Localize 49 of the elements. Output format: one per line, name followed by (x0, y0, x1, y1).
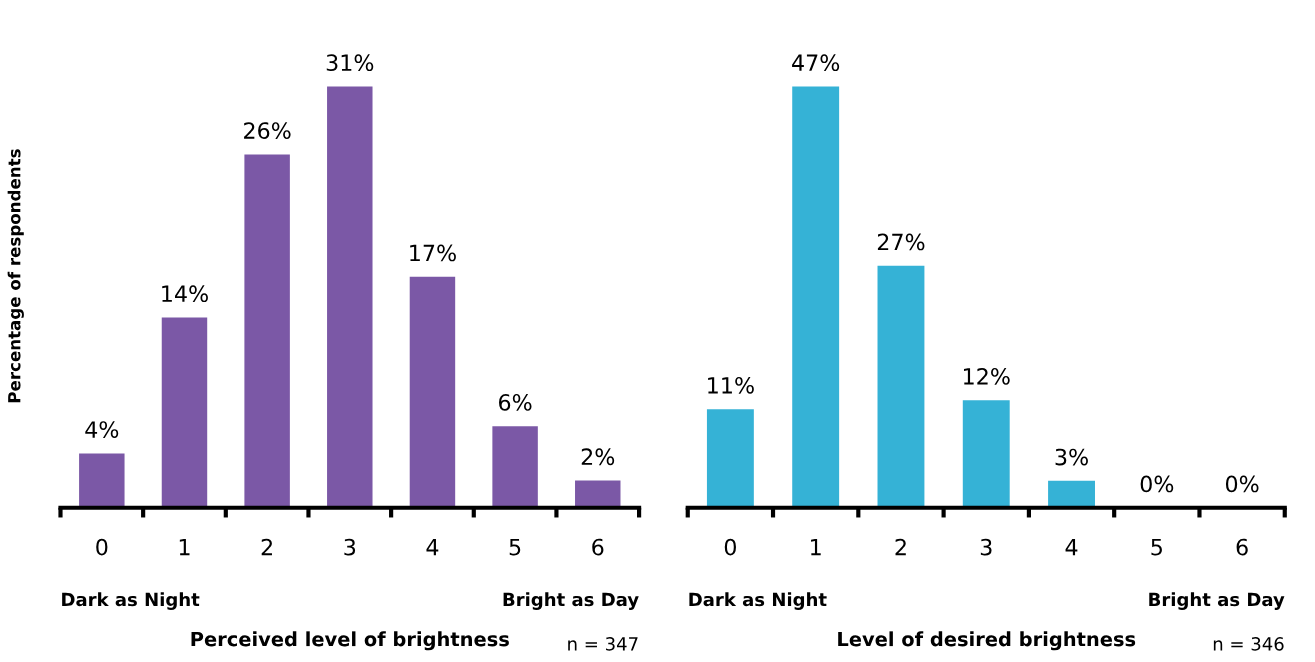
x-tick-label: 3 (980, 538, 992, 556)
x-tick-label: 4 (1065, 538, 1078, 556)
bar (161, 317, 208, 508)
x-tick-label: 2 (261, 538, 272, 556)
bar (792, 86, 840, 508)
text: Bright as Day (503, 592, 639, 610)
x-tick-label: 5 (1151, 538, 1162, 556)
data-label: 17% (410, 244, 456, 262)
bar (327, 86, 373, 508)
bar (244, 154, 290, 508)
text: n = 347 (568, 637, 638, 651)
bar (409, 276, 456, 508)
data-label: 14% (162, 285, 208, 303)
data-label: 0% (1225, 475, 1259, 493)
data-label: 2% (581, 448, 615, 466)
data-label: 3% (1055, 448, 1088, 466)
x-tick-label: 0 (96, 538, 108, 556)
data-label: 12% (963, 367, 1010, 385)
data-label: 47% (792, 54, 840, 72)
data-label: 4% (85, 421, 119, 438)
bar (706, 409, 754, 508)
x-tick-label: 0 (724, 538, 736, 556)
bar (1048, 480, 1095, 508)
x-tick-label: 5 (509, 538, 521, 556)
x-axis-title: Perceived level of brightness (191, 631, 509, 651)
x-tick-label: 2 (895, 538, 906, 556)
x-tick-label: 4 (426, 538, 439, 556)
data-label: 27% (877, 233, 925, 251)
x-tick-label: 1 (179, 538, 190, 556)
data-label: 6% (499, 393, 532, 411)
x-tick-label: 3 (344, 538, 356, 556)
data-label: 11% (708, 376, 754, 394)
text: Dark as Night (62, 592, 200, 610)
text: Bright as Day (1149, 592, 1285, 610)
x-tick-label: 6 (592, 538, 604, 556)
bar (962, 400, 1010, 508)
x-tick-label: 6 (1236, 538, 1248, 556)
data-label: 31% (326, 54, 374, 72)
y-axis-title: Percentage of respondents (7, 149, 24, 403)
x-axis-title: Level of desired brightness (838, 631, 1136, 651)
data-label: 0% (1140, 475, 1174, 493)
bar (877, 265, 925, 508)
data-label: 26% (244, 122, 291, 140)
bar (575, 480, 621, 508)
text: n = 346 (1213, 637, 1284, 651)
bar (79, 453, 125, 508)
x-tick-label: 1 (811, 538, 821, 556)
bar (492, 426, 538, 508)
text: Dark as Night (689, 592, 827, 610)
